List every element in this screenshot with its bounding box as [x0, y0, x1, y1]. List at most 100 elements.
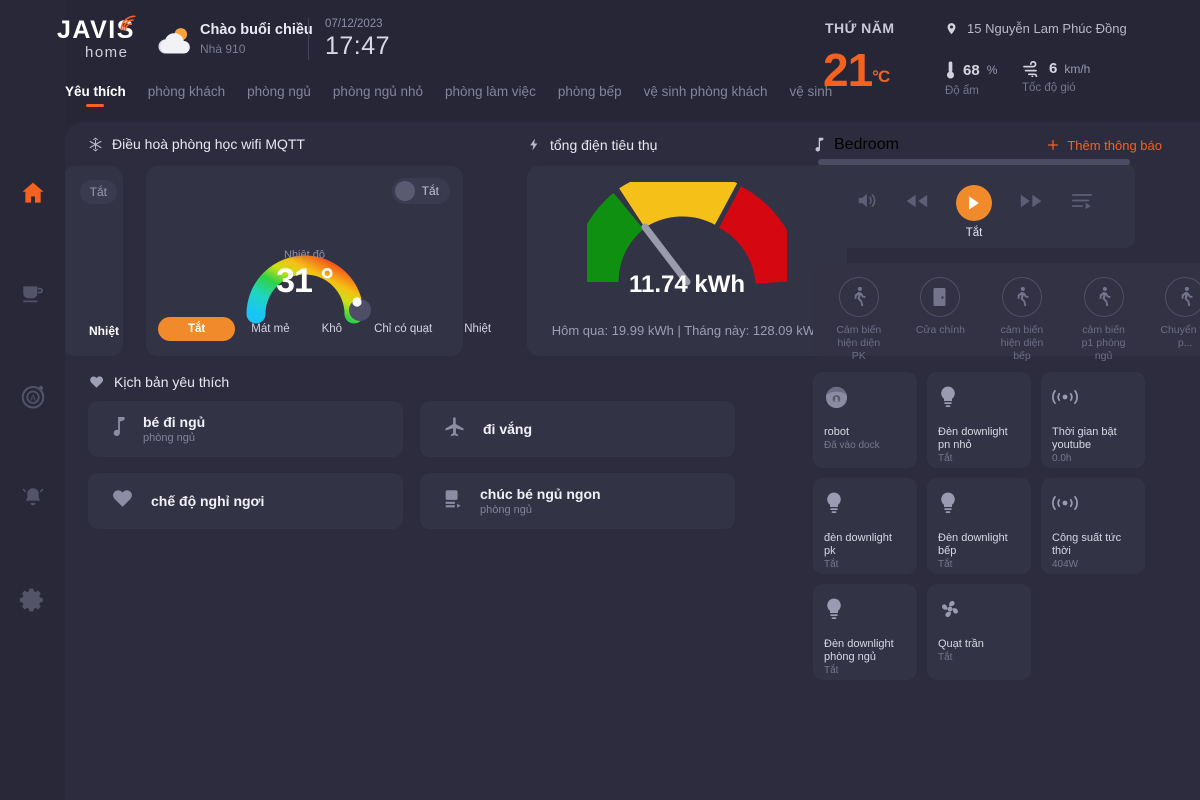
energy-section: tổng điện tiêu thụ 11.74 kWh Hôm qua: 19… — [527, 136, 872, 356]
robot-vacuum-icon — [825, 386, 848, 408]
energy-card: 11.74 kWh Hôm qua: 19.99 kWh | Tháng này… — [527, 166, 847, 356]
sensor-item[interactable]: Cảm biến hiện diện PK — [831, 277, 887, 363]
device-tiles: robot Đã vào dock Đèn downlight pn nhỏ Tắt T… — [813, 372, 1200, 680]
scene-card[interactable]: chúc bé ngủ ngon phòng ngủ — [420, 473, 735, 529]
media-progress-bar[interactable] — [818, 159, 1130, 165]
tab-6[interactable]: vệ sinh phòng khách — [643, 84, 768, 99]
sensor-row: Cảm biến hiện diện PK Cửa chính cảm biến h… — [813, 263, 1200, 362]
sensor-label: cảm biến p1 phòng ngủ — [1081, 324, 1126, 362]
device-tile[interactable]: đèn downlight pk Tắt — [813, 478, 917, 574]
device-icon — [938, 490, 1020, 516]
energy-value: 11.74 kWh — [628, 271, 746, 298]
play-button[interactable] — [955, 185, 992, 221]
header-divider — [308, 18, 309, 60]
sensor-item[interactable]: cảm biến p1 phòng ngủ — [1076, 277, 1132, 363]
device-tile[interactable]: Đèn downlight phòng ngủ Tắt — [813, 584, 917, 680]
rewind-button[interactable] — [904, 193, 929, 214]
sidebar-item-automation[interactable]: A — [16, 379, 50, 413]
location-text: 15 Nguyễn Lam Phúc Đồng — [967, 21, 1127, 36]
logo: JAVIS home — [57, 15, 147, 64]
device-state: Tắt — [824, 559, 839, 570]
device-icon — [938, 384, 1020, 410]
tab-7[interactable]: vệ sinh — [789, 84, 833, 99]
playlist-button[interactable] — [1071, 192, 1093, 214]
header-date: 07/12/2023 — [325, 18, 383, 30]
wind-value: 6 — [1049, 60, 1058, 77]
sidebar: A — [0, 0, 65, 800]
sidebar-item-notifications[interactable] — [16, 481, 50, 515]
ac-card-previous[interactable]: Tắt Nhiệt — [65, 166, 123, 356]
device-state: Tắt — [938, 559, 953, 570]
temperature-value: 21 — [823, 44, 873, 96]
add-notification-label: Thêm thông báo — [1067, 137, 1162, 153]
media-title: Bedroom — [834, 136, 899, 153]
sensor-label: Chuyển vs p... — [1160, 324, 1200, 349]
scene-card[interactable]: đi vắng — [420, 401, 735, 457]
bulb-icon — [941, 386, 955, 407]
logo-subtext: home — [85, 44, 129, 61]
scene-card[interactable]: bé đi ngủ phòng ngủ — [88, 401, 403, 457]
sensor-item[interactable]: Chuyển vs p... — [1157, 277, 1200, 350]
add-notification-button[interactable]: Thêm thông báo — [1046, 138, 1162, 153]
media-section-header: Bedroom Thêm thông báo — [813, 136, 1200, 154]
tab-3[interactable]: phòng ngủ nhỏ — [332, 84, 424, 99]
forward-button[interactable] — [1019, 193, 1044, 214]
device-name: Đèn downlight phòng ngủ — [824, 638, 894, 663]
tab-0[interactable]: Yêu thích — [65, 84, 126, 107]
wind-icon — [1023, 60, 1038, 77]
ac-mode-3[interactable]: Chỉ có quạt — [374, 323, 433, 335]
scene-sub: phòng ngủ — [143, 432, 195, 444]
sidebar-item-scenes[interactable] — [16, 277, 50, 311]
ac-power-toggle[interactable]: Tắt — [391, 178, 450, 204]
snowflake-icon — [89, 137, 102, 151]
device-icon — [824, 384, 906, 410]
device-tile[interactable]: Quạt trần Tắt — [927, 584, 1031, 680]
ac-mode-0[interactable]: Tắt — [158, 317, 236, 341]
ac-temperature-gauge[interactable]: Nhiệt độ 31 ° — [232, 194, 378, 326]
wind-unit: km/h — [1064, 61, 1091, 76]
tab-5[interactable]: phòng bếp — [557, 84, 622, 99]
device-icon — [824, 596, 906, 622]
sensor-icon-circle — [1083, 277, 1124, 317]
device-state: 0.0h — [1052, 453, 1072, 464]
device-name: Đèn downlight bếp — [938, 532, 1008, 557]
playlist-icon — [1071, 194, 1092, 210]
device-tile[interactable]: Đèn downlight pn nhỏ Tắt — [927, 372, 1031, 468]
device-name: đèn downlight pk — [824, 532, 892, 557]
signal-icon — [1052, 389, 1078, 405]
ac-mode-1[interactable]: Mát mẻ — [251, 323, 290, 335]
device-tile[interactable]: Thời gian bật youtube 0.0h — [1041, 372, 1145, 468]
tab-1[interactable]: phòng khách — [147, 84, 226, 99]
energy-title: tổng điện tiêu thụ — [550, 136, 658, 153]
device-tile[interactable]: Công suất tức thời 404W — [1041, 478, 1145, 574]
weather-cloud-icon — [158, 28, 190, 54]
tab-4[interactable]: phòng làm việc — [445, 84, 536, 99]
device-state: Tắt — [938, 453, 953, 464]
humidity-label: Độ ẩm — [945, 85, 979, 97]
door-icon — [933, 288, 946, 306]
sensor-item[interactable]: Cửa chính — [913, 277, 969, 337]
temperature-unit: °C — [872, 67, 890, 86]
bolt-icon — [530, 138, 538, 151]
device-tile[interactable]: Đèn downlight bếp Tắt — [927, 478, 1031, 574]
music-note-icon — [815, 137, 824, 152]
ac-mode-4[interactable]: Nhiệt — [464, 323, 492, 335]
media-script-icon — [445, 489, 461, 508]
device-tile[interactable]: robot Đã vào dock — [813, 372, 917, 468]
media-player: Tắt — [813, 159, 1135, 248]
automation-icon: A — [21, 385, 44, 409]
sensor-item[interactable]: cảm biến hiện diện bếp — [994, 277, 1050, 363]
scene-card[interactable]: chế độ nghỉ ngơi — [88, 473, 403, 529]
sidebar-item-home[interactable] — [16, 175, 50, 209]
weather-temperature: 21°C — [823, 47, 890, 99]
scene-sub: phòng ngủ — [480, 504, 532, 516]
scene-list: bé đi ngủ phòng ngủ đi vắng chế độ nghỉ ngơ… — [88, 401, 818, 529]
heart-icon — [113, 490, 132, 507]
ac-toggle-label: Tắt — [421, 184, 439, 198]
tab-2[interactable]: phòng ngủ — [247, 84, 311, 99]
volume-button[interactable] — [856, 191, 877, 215]
sidebar-item-settings[interactable] — [16, 583, 50, 617]
scene-icon — [110, 416, 127, 443]
scenes-section-header: Kịch bản yêu thích — [88, 374, 818, 390]
ac-mode-2[interactable]: Khô — [321, 323, 343, 335]
